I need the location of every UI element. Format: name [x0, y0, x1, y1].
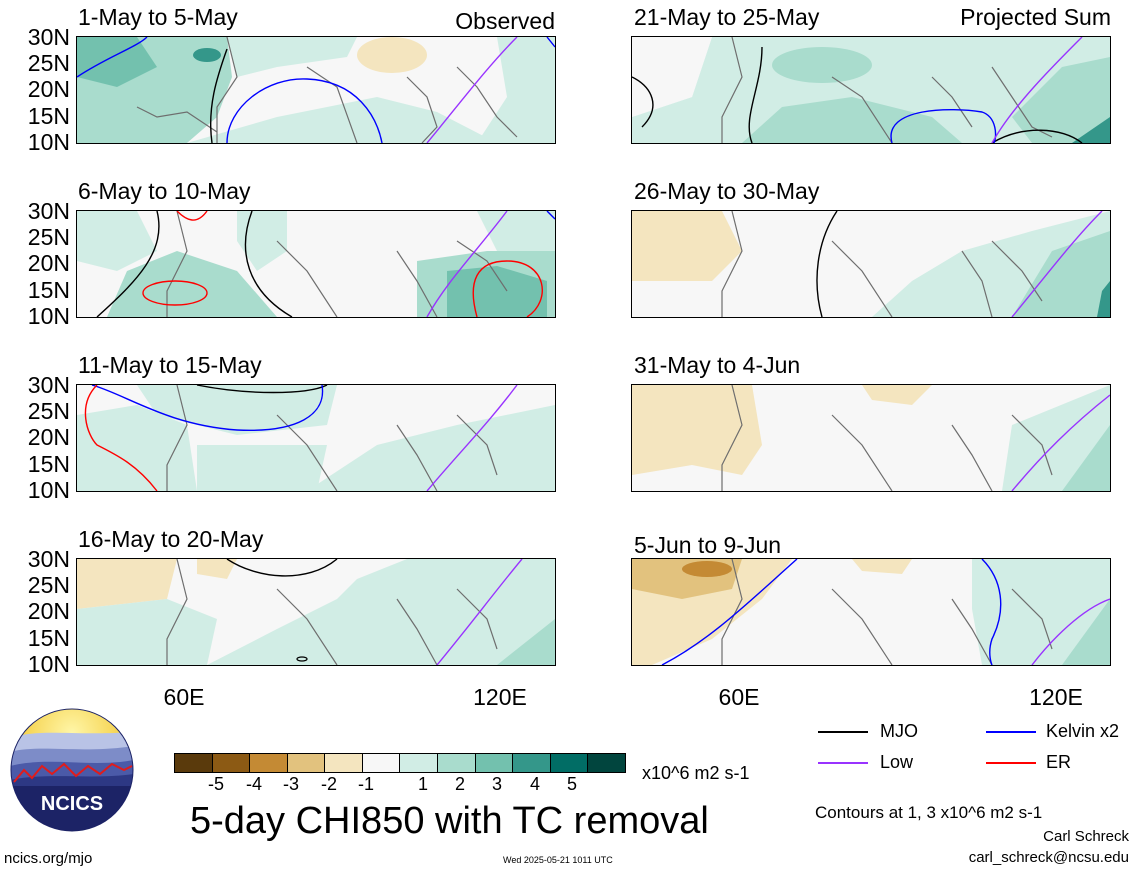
colorbar-swatch [513, 754, 551, 772]
colorbar-label: 2 [454, 774, 465, 794]
colorbar [174, 753, 626, 773]
colorbar-swatch [212, 754, 251, 772]
legend-er-line [986, 762, 1036, 764]
legend-er-label: ER [1046, 752, 1072, 772]
colorbar-label: 3 [491, 774, 502, 794]
ytick-label: 10N [27, 477, 70, 503]
colorbar-label: -3 [282, 774, 299, 794]
panel-title: 1-May to 5-May [78, 4, 238, 30]
ytick-label: 10N [27, 651, 70, 677]
ytick-label: 30N [27, 198, 70, 224]
map-panel-1-may-5-may [76, 36, 556, 144]
ytick-label: 25N [27, 224, 70, 250]
colorbar-label: -2 [320, 774, 337, 794]
colorbar-label: 1 [417, 774, 428, 794]
ytick-label: 20N [27, 424, 70, 450]
colorbar-label: -5 [207, 774, 224, 794]
colorbar-swatch [475, 754, 514, 772]
colorbar-swatch [550, 754, 589, 772]
ytick-label: 20N [27, 598, 70, 624]
colorbar-label: -4 [245, 774, 262, 794]
colorbar-swatch [588, 754, 625, 772]
panel-title: 21-May to 25-May [634, 4, 820, 30]
ytick-label: 30N [27, 24, 70, 50]
map-panel-11-may-15-may [76, 384, 556, 492]
xtick-label: 60E [163, 684, 205, 710]
panel-title: 26-May to 30-May [634, 178, 820, 204]
ytick-label: 25N [27, 398, 70, 424]
colorbar-units: x10^6 m2 s-1 [642, 763, 750, 783]
author-email[interactable]: carl_schreck@ncsu.edu [968, 849, 1129, 866]
ytick-label: 15N [27, 625, 70, 651]
map-panel-6-may-10-may [76, 210, 556, 318]
ytick-label: 25N [27, 50, 70, 76]
legend-mjo-label: MJO [880, 721, 918, 741]
colorbar-swatch [325, 754, 363, 772]
panel-title: 16-May to 20-May [78, 526, 264, 552]
author-name: Carl Schreck [1043, 828, 1129, 845]
colorbar-label: -1 [357, 774, 374, 794]
figure-title: 5-day CHI850 with TC removal [190, 800, 709, 842]
colorbar-swatch [287, 754, 326, 772]
panel-title: 11-May to 15-May [78, 352, 262, 378]
colorbar-label: 5 [566, 774, 577, 794]
map-panel-16-may-20-may [76, 558, 556, 666]
map-panel-31-may-4-jun [631, 384, 1111, 492]
ytick-label: 30N [27, 372, 70, 398]
legend-mjo-line [818, 731, 868, 733]
legend-low-label: Low [880, 752, 914, 772]
xtick-label: 60E [718, 684, 760, 710]
legend-kelvin-label: Kelvin x2 [1046, 721, 1120, 741]
panel-title: 31-May to 4-Jun [634, 352, 801, 378]
panel-title: 5-Jun to 9-Jun [634, 532, 782, 558]
map-panel-21-may-25-may [631, 36, 1111, 144]
site-link[interactable]: ncics.org/mjo [4, 850, 93, 867]
ytick-label: 10N [27, 303, 70, 329]
colorbar-swatch [175, 754, 213, 772]
projected-sum-label: Projected Sum [960, 4, 1111, 30]
contours-note: Contours at 1, 3 x10^6 m2 s-1 [815, 803, 1043, 822]
colorbar-swatch [438, 754, 476, 772]
legend-kelvin-line [986, 731, 1036, 733]
map-panel-26-may-30-may [631, 210, 1111, 318]
ytick-label: 30N [27, 546, 70, 572]
colorbar-swatch [400, 754, 439, 772]
logo-text: NCICS [41, 793, 103, 815]
timestamp: Wed 2025-05-21 1011 UTC [503, 855, 613, 865]
ytick-label: 15N [27, 451, 70, 477]
ytick-label: 15N [27, 277, 70, 303]
observed-label: Observed [455, 8, 555, 34]
xtick-label: 120E [473, 684, 527, 710]
ytick-label: 20N [27, 250, 70, 276]
ncics-logo: NCICS [10, 708, 134, 832]
panel-title: 6-May to 10-May [78, 178, 251, 204]
map-panel-5-jun-9-jun [631, 558, 1111, 666]
ytick-label: 15N [27, 103, 70, 129]
legend-low-line [818, 762, 868, 764]
xtick-label: 120E [1029, 684, 1083, 710]
ytick-label: 25N [27, 572, 70, 598]
ytick-label: 10N [27, 129, 70, 155]
ytick-label: 20N [27, 76, 70, 102]
colorbar-swatch [250, 754, 288, 772]
colorbar-label: 4 [529, 774, 540, 794]
colorbar-swatch [362, 754, 401, 772]
